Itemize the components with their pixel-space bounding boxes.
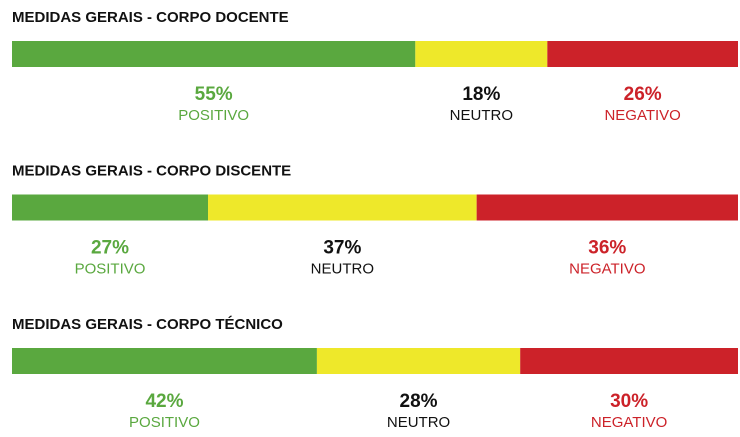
segment-name: NEUTRO [450,107,513,124]
bar-segment [12,41,416,67]
chart-title: MEDIDAS GERAIS - CORPO TÉCNICO [12,316,283,333]
bar-segment [547,41,738,67]
bar-segment [12,348,317,374]
value-label: 27% [91,238,129,259]
segment-name: POSITIVO [129,414,200,431]
value-label: 55% [195,84,233,105]
value-label: 30% [610,391,648,412]
bar-segment [12,194,209,221]
segment-name: POSITIVO [178,107,249,124]
value-label: 36% [588,238,626,259]
bar-segment [316,348,521,374]
bar-segment [520,348,738,374]
bar-segment [208,194,477,221]
segment-name: NEGATIVO [591,414,667,431]
segment-name: NEUTRO [387,414,450,431]
segment-name: POSITIVO [75,260,146,277]
value-label: 26% [624,84,662,105]
segment-name: NEGATIVO [604,107,680,124]
value-label: 18% [462,84,500,105]
bar-segment [476,194,738,221]
value-label: 42% [145,391,183,412]
segment-name: NEUTRO [311,260,374,277]
value-label: 28% [400,391,438,412]
chart-title: MEDIDAS GERAIS - CORPO DISCENTE [12,162,291,179]
value-label: 37% [323,238,361,259]
bar-segment [415,41,548,67]
chart-title: MEDIDAS GERAIS - CORPO DOCENTE [12,9,289,26]
segment-name: NEGATIVO [569,260,645,277]
